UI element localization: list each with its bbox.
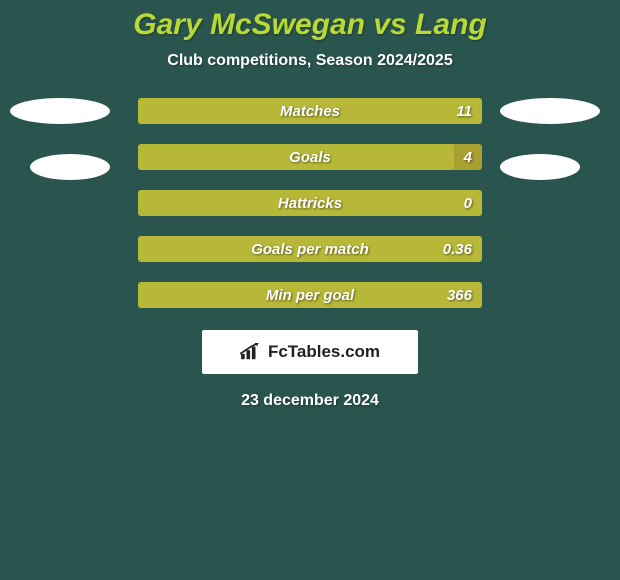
stat-bar: Hattricks0 (138, 190, 482, 216)
page-title: Gary McSwegan vs Lang (0, 0, 620, 42)
stat-bar: Matches11 (138, 98, 482, 124)
page-subtitle: Club competitions, Season 2024/2025 (0, 52, 620, 70)
player-marker (500, 98, 600, 124)
stat-bar-fill (138, 282, 482, 308)
report-date: 23 december 2024 (0, 392, 620, 410)
stat-bar-fill (138, 98, 482, 124)
barchart-icon (240, 343, 262, 361)
player-marker (500, 154, 580, 180)
branding-badge: FcTables.com (202, 330, 418, 374)
stat-bar-fill (138, 190, 482, 216)
stat-bar: Goals per match0.36 (138, 236, 482, 262)
player-marker (10, 98, 110, 124)
player-marker (30, 154, 110, 180)
stat-bars: Matches11 Goals4 Hattricks0 Goals per match… (138, 98, 482, 308)
right-player-markers (500, 98, 610, 180)
branding-text: FcTables.com (268, 342, 380, 362)
stat-bar: Goals4 (138, 144, 482, 170)
comparison-row: Matches11 Goals4 Hattricks0 Goals per match… (0, 98, 620, 308)
left-player-markers (10, 98, 120, 180)
stat-bar: Min per goal366 (138, 282, 482, 308)
stat-bar-fill (138, 144, 454, 170)
stat-bar-fill (138, 236, 482, 262)
stat-bar-value: 4 (464, 144, 472, 170)
